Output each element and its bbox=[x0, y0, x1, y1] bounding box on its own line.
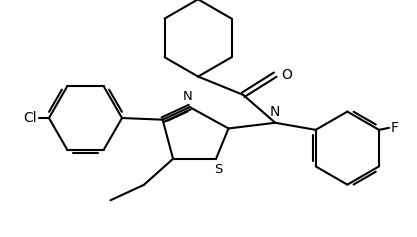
Text: F: F bbox=[391, 121, 399, 135]
Text: S: S bbox=[214, 163, 222, 176]
Text: Cl: Cl bbox=[23, 111, 37, 125]
Text: N: N bbox=[270, 105, 280, 119]
Text: O: O bbox=[281, 68, 292, 82]
Text: N: N bbox=[183, 90, 193, 103]
